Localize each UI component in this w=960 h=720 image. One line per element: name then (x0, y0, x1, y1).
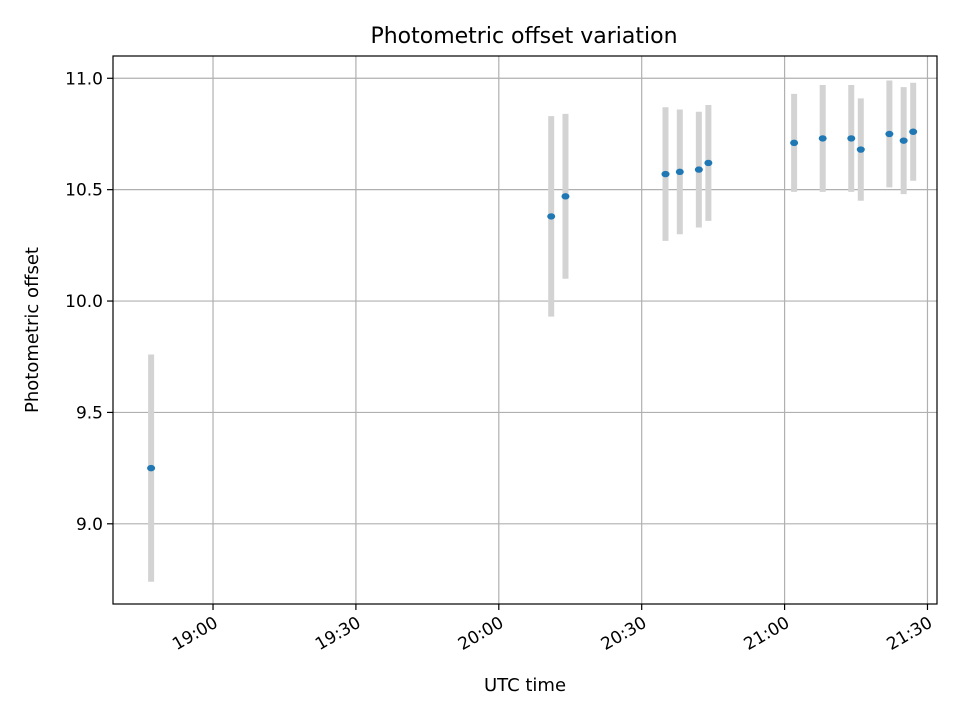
x-tick-label: 19:00 (169, 613, 221, 655)
x-tick-label: 21:00 (741, 613, 793, 655)
x-tick-label: 21:30 (884, 613, 936, 655)
data-point (147, 464, 156, 472)
data-point (909, 128, 918, 135)
data-point (818, 135, 827, 142)
data-point (704, 159, 713, 167)
data-points (147, 128, 918, 472)
data-point (856, 146, 865, 153)
data-point (885, 130, 894, 138)
data-point (899, 137, 908, 144)
x-tick-label: 19:30 (312, 613, 364, 655)
axis-ticks: 19:00 19:30 20:00 20:30 21:00 21:30 9.0 9.5 10.0… (65, 69, 936, 655)
x-tick-label: 20:30 (598, 613, 650, 655)
error-bars (148, 80, 917, 582)
data-point (847, 135, 856, 142)
x-tick-label: 20:00 (455, 613, 507, 655)
data-point (675, 168, 684, 176)
y-tick-label: 10.0 (65, 292, 103, 312)
data-point (561, 193, 570, 200)
y-axis-label: Photometric offset (22, 247, 43, 413)
plot-frame (112, 55, 938, 605)
y-tick-label: 9.5 (76, 403, 103, 423)
data-point (694, 166, 703, 173)
y-tick-label: 11.0 (65, 69, 103, 89)
y-tick-label: 10.5 (65, 181, 103, 201)
grid-lines (113, 56, 937, 604)
x-axis-label: UTC time (484, 675, 566, 696)
y-tick-label: 9.0 (76, 515, 103, 535)
data-point (547, 213, 556, 220)
chart-title: Photometric offset variation (370, 24, 677, 49)
data-point (661, 170, 670, 178)
data-point (790, 139, 799, 147)
